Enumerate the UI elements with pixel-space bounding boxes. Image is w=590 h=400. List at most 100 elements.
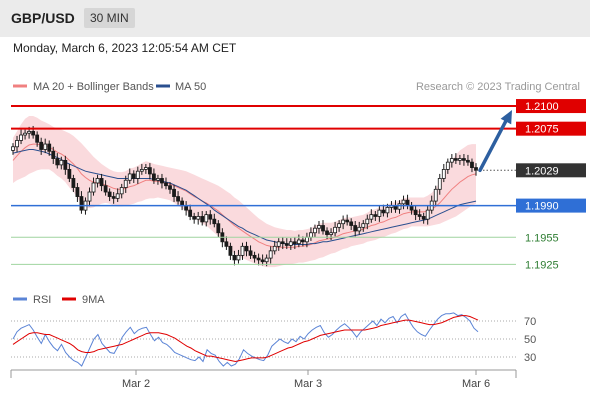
candle-up <box>337 223 342 228</box>
candle-up <box>276 241 281 247</box>
candle-down <box>248 250 253 256</box>
current-price-badge <box>516 163 586 178</box>
legend-label-9ma: 9MA <box>82 294 105 306</box>
candle-up <box>156 178 160 181</box>
candle-down <box>325 230 329 235</box>
candle-up <box>27 130 32 134</box>
candle-down <box>111 196 116 199</box>
candle-down <box>131 173 136 179</box>
candle-down <box>466 159 470 163</box>
candle-up <box>123 179 128 188</box>
candle-down <box>172 188 176 197</box>
candle-up <box>127 173 132 181</box>
candle-down <box>373 214 378 217</box>
candle-down <box>168 185 172 190</box>
candle-down <box>51 150 56 159</box>
forecast-arrow-shaft <box>478 113 511 173</box>
candle-down <box>292 241 297 245</box>
level-badge-support <box>516 198 586 213</box>
candle-down <box>353 225 358 232</box>
rsi-series-9ma <box>12 315 479 363</box>
candle-down <box>39 141 44 150</box>
level-label-target: 1.1955 <box>525 232 559 244</box>
candle-down <box>421 216 426 220</box>
candle-up <box>240 245 245 256</box>
candle-up <box>333 226 337 234</box>
rsi-tick-label: 50 <box>524 334 536 346</box>
candle-down <box>176 196 180 202</box>
candle-up <box>305 236 309 243</box>
candle-down <box>417 214 422 217</box>
x-tick-label: Mar 6 <box>462 378 490 390</box>
candle-up <box>43 143 48 150</box>
candle-down <box>75 187 80 197</box>
candle-down <box>107 191 112 197</box>
candle-down <box>280 241 285 245</box>
candle-up <box>397 203 402 210</box>
current-price-label: 1.2029 <box>525 165 559 177</box>
candle-up <box>288 241 293 246</box>
candle-up <box>19 134 23 141</box>
candle-up <box>313 227 317 234</box>
header-bar: GBP/USD 30 MIN <box>0 0 590 37</box>
candle-down <box>224 241 229 247</box>
candle-down <box>31 130 36 136</box>
candle-down <box>188 209 193 217</box>
level-label-target: 1.1925 <box>525 259 559 271</box>
candle-up <box>385 207 390 214</box>
candle-down <box>67 168 72 179</box>
candle-down <box>35 134 40 143</box>
candle-down <box>99 178 104 187</box>
candle-down <box>152 173 156 181</box>
candle-up <box>433 188 438 202</box>
x-tick-label: Mar 2 <box>122 378 150 390</box>
candle-up <box>365 218 370 225</box>
candle-up <box>23 132 27 136</box>
candle-down <box>232 254 237 261</box>
candle-up <box>457 158 462 161</box>
candle-up <box>296 239 301 245</box>
candle-down <box>405 199 410 206</box>
candle-down <box>345 219 350 223</box>
candle-up <box>204 214 209 223</box>
candle-down <box>462 158 466 161</box>
candle-up <box>377 209 382 217</box>
candle-up <box>11 146 15 151</box>
candle-down <box>200 216 205 223</box>
candle-up <box>236 254 241 261</box>
candle-up <box>91 182 96 193</box>
rsi-tick-label: 30 <box>524 352 536 364</box>
legend-label-rsi: RSI <box>33 294 51 306</box>
candle-up <box>59 159 64 166</box>
levels: 1.2100 1.2075 1.2029 1.1990 1.1955 1.1925 <box>11 99 586 271</box>
candle-up <box>369 214 374 220</box>
candle-down <box>260 259 265 263</box>
candle-up <box>449 158 454 163</box>
timestamp-label: Monday, March 6, 2023 12:05:54 AM CET <box>13 41 237 55</box>
level-badge-resistance <box>516 121 586 136</box>
candle-up <box>87 191 92 202</box>
candle-down <box>47 143 52 152</box>
candle-down <box>300 239 305 243</box>
rsi-tick-label: 70 <box>524 316 536 328</box>
ma20-line <box>12 143 477 248</box>
candle-up <box>95 178 100 184</box>
candle-down <box>216 223 221 234</box>
candle-down <box>71 178 76 188</box>
candle-up <box>143 167 148 170</box>
level-label-support: 1.1990 <box>525 201 559 213</box>
candle-down <box>228 245 233 256</box>
candle-up <box>357 226 362 232</box>
level-badge-resistance <box>516 99 586 114</box>
timeframe-button[interactable]: 30 MIN <box>84 8 135 28</box>
credit-label: Research © 2023 Trading Central <box>416 81 580 93</box>
candle-down <box>63 159 68 170</box>
candle-up <box>139 168 144 172</box>
level-label-resistance: 1.2100 <box>525 101 559 113</box>
candle-up <box>272 245 277 252</box>
candle-up <box>119 187 124 195</box>
candle-down <box>413 209 418 216</box>
candle-down <box>252 254 257 259</box>
candle-down <box>55 158 60 166</box>
